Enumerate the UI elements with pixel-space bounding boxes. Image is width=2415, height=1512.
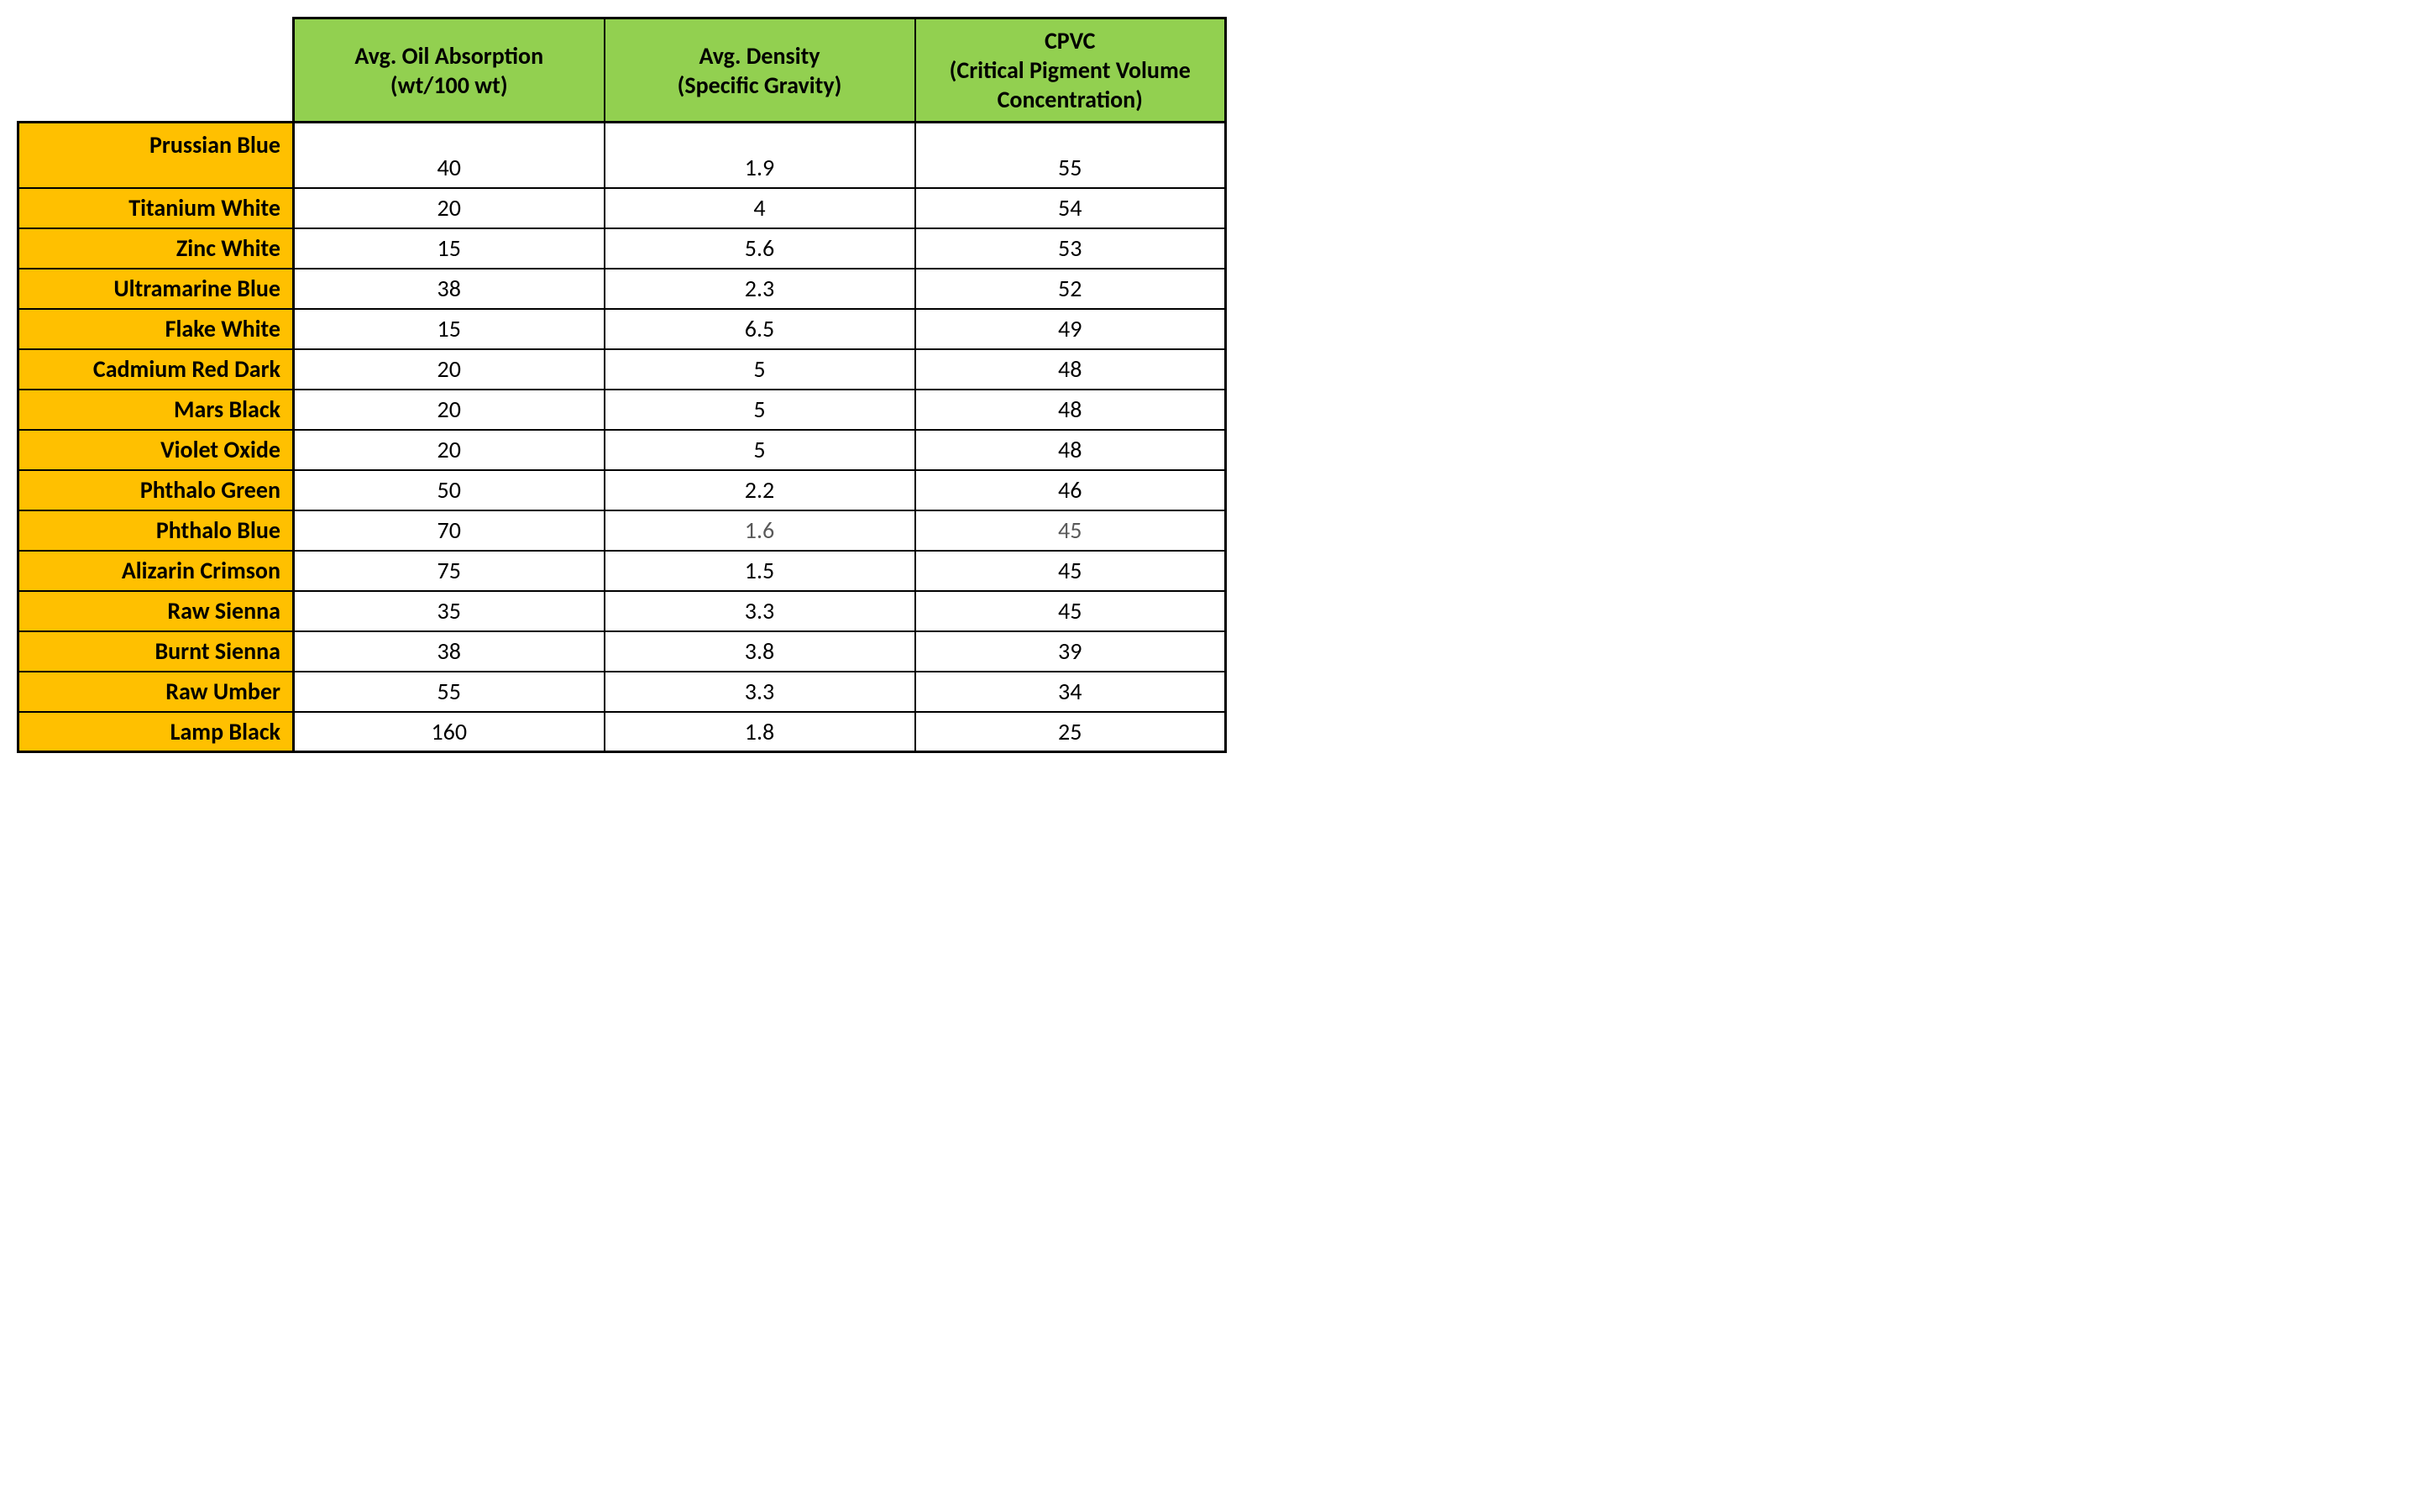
col-header-oil-absorption: Avg. Oil Absorption (wt/100 wt)	[294, 18, 605, 123]
cell-oil: 38	[294, 269, 605, 309]
table-row: Violet Oxide20548	[18, 430, 1226, 470]
row-header: Flake White	[18, 309, 294, 349]
table-body: Prussian Blue401.955Titanium White20454Z…	[18, 123, 1226, 752]
col-header-line: Avg. Oil Absorption	[354, 41, 543, 71]
cell-cpvc: 25	[915, 712, 1226, 752]
row-header: Mars Black	[18, 390, 294, 430]
cell-cpvc: 45	[915, 510, 1226, 551]
cell-oil: 15	[294, 228, 605, 269]
table-row: Flake White156.549	[18, 309, 1226, 349]
cell-cpvc: 46	[915, 470, 1226, 510]
cell-cpvc: 48	[915, 430, 1226, 470]
row-header: Ultramarine Blue	[18, 269, 294, 309]
row-header: Zinc White	[18, 228, 294, 269]
col-header-line: (Critical Pigment Volume	[950, 55, 1191, 85]
row-header: Prussian Blue	[18, 123, 294, 188]
cell-density: 1.8	[605, 712, 915, 752]
cell-cpvc: 39	[915, 631, 1226, 672]
cell-density: 1.9	[605, 123, 915, 188]
table-row: Alizarin Crimson751.545	[18, 551, 1226, 591]
row-header: Alizarin Crimson	[18, 551, 294, 591]
cell-oil: 55	[294, 672, 605, 712]
cell-density: 3.3	[605, 591, 915, 631]
cell-density: 3.3	[605, 672, 915, 712]
cell-density: 6.5	[605, 309, 915, 349]
table-row: Burnt Sienna383.839	[18, 631, 1226, 672]
cell-cpvc: 48	[915, 349, 1226, 390]
table-row: Raw Sienna353.345	[18, 591, 1226, 631]
cell-oil: 160	[294, 712, 605, 752]
cell-oil: 38	[294, 631, 605, 672]
cell-oil: 20	[294, 390, 605, 430]
table-header-row: Avg. Oil Absorption (wt/100 wt) Avg. Den…	[18, 18, 1226, 123]
row-header: Raw Sienna	[18, 591, 294, 631]
table-row: Phthalo Blue701.645	[18, 510, 1226, 551]
table-row: Zinc White155.653	[18, 228, 1226, 269]
col-header-cpvc: CPVC (Critical Pigment Volume Concentrat…	[915, 18, 1226, 123]
cell-oil: 50	[294, 470, 605, 510]
cell-density: 1.5	[605, 551, 915, 591]
col-header-line: (wt/100 wt)	[390, 71, 508, 100]
table-row: Titanium White20454	[18, 188, 1226, 228]
table-row: Cadmium Red Dark20548	[18, 349, 1226, 390]
col-header-line: Avg. Density	[699, 41, 820, 71]
cell-density: 2.2	[605, 470, 915, 510]
table-row: Mars Black20548	[18, 390, 1226, 430]
cell-cpvc: 53	[915, 228, 1226, 269]
cell-cpvc: 52	[915, 269, 1226, 309]
col-header-line: (Specific Gravity)	[678, 71, 842, 100]
cell-density: 5	[605, 430, 915, 470]
row-header: Phthalo Blue	[18, 510, 294, 551]
row-header: Cadmium Red Dark	[18, 349, 294, 390]
cell-density: 2.3	[605, 269, 915, 309]
table-row: Phthalo Green502.246	[18, 470, 1226, 510]
cell-cpvc: 54	[915, 188, 1226, 228]
cell-density: 1.6	[605, 510, 915, 551]
corner-cell	[18, 18, 294, 123]
table-row: Prussian Blue401.955	[18, 123, 1226, 188]
cell-density: 5	[605, 349, 915, 390]
cell-oil: 15	[294, 309, 605, 349]
col-header-density: Avg. Density (Specific Gravity)	[605, 18, 915, 123]
row-header: Lamp Black	[18, 712, 294, 752]
cell-oil: 75	[294, 551, 605, 591]
cell-oil: 35	[294, 591, 605, 631]
cell-cpvc: 45	[915, 591, 1226, 631]
cell-oil: 20	[294, 188, 605, 228]
cell-density: 5.6	[605, 228, 915, 269]
pigment-properties-table: Avg. Oil Absorption (wt/100 wt) Avg. Den…	[17, 17, 1227, 753]
cell-density: 4	[605, 188, 915, 228]
table-row: Lamp Black1601.825	[18, 712, 1226, 752]
row-header: Phthalo Green	[18, 470, 294, 510]
table-row: Ultramarine Blue382.352	[18, 269, 1226, 309]
cell-cpvc: 49	[915, 309, 1226, 349]
cell-density: 3.8	[605, 631, 915, 672]
cell-cpvc: 55	[915, 123, 1226, 188]
table-row: Raw Umber553.334	[18, 672, 1226, 712]
cell-cpvc: 48	[915, 390, 1226, 430]
row-header: Burnt Sienna	[18, 631, 294, 672]
col-header-line: CPVC	[1045, 26, 1096, 55]
row-header: Titanium White	[18, 188, 294, 228]
row-header: Raw Umber	[18, 672, 294, 712]
cell-oil: 70	[294, 510, 605, 551]
cell-oil: 20	[294, 349, 605, 390]
cell-oil: 20	[294, 430, 605, 470]
row-header: Violet Oxide	[18, 430, 294, 470]
cell-cpvc: 34	[915, 672, 1226, 712]
cell-oil: 40	[294, 123, 605, 188]
cell-cpvc: 45	[915, 551, 1226, 591]
col-header-line: Concentration)	[998, 85, 1143, 114]
cell-density: 5	[605, 390, 915, 430]
